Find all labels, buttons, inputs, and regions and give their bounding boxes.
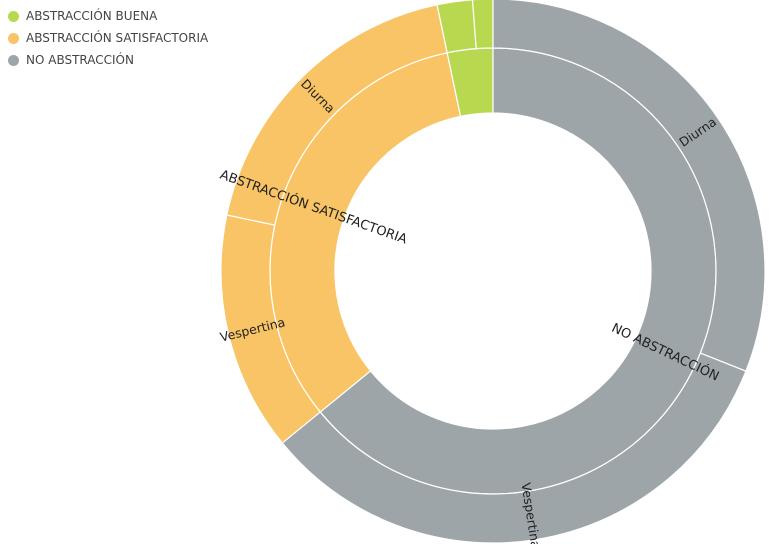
legend-marker-no-abstraccion [8,54,19,66]
legend-marker-abstraccion-satisfactoria [8,32,19,44]
legend-marker-abstraccion-buena [8,10,19,22]
legend-label-abstraccion-buena: ABSTRACCIÓN BUENA [26,9,158,23]
outer-segment-abstraccion-buena-vespertina[interactable] [471,0,494,50]
outer-segment-no-abstraccion-vespertina[interactable] [281,352,747,544]
legend-item-no-abstraccion[interactable]: NO ABSTRACCIÓN [8,49,208,71]
legend-item-abstraccion-buena[interactable]: ABSTRACCIÓN BUENA [8,5,208,27]
outer-segment-abstraccion-satisfactoria-diurna[interactable] [226,4,448,226]
legend-label-abstraccion-satisfactoria: ABSTRACCIÓN SATISFACTORIA [26,31,209,45]
legend-label-no-abstraccion: NO ABSTRACCIÓN [26,53,134,67]
inner-ring [269,47,717,495]
legend-item-abstraccion-satisfactoria[interactable]: ABSTRACCIÓN SATISFACTORIA [8,27,208,49]
outer-ring [220,0,766,544]
chart-legend: ABSTRACCIÓN BUENA ABSTRACCIÓN SATISFACTO… [8,5,208,71]
